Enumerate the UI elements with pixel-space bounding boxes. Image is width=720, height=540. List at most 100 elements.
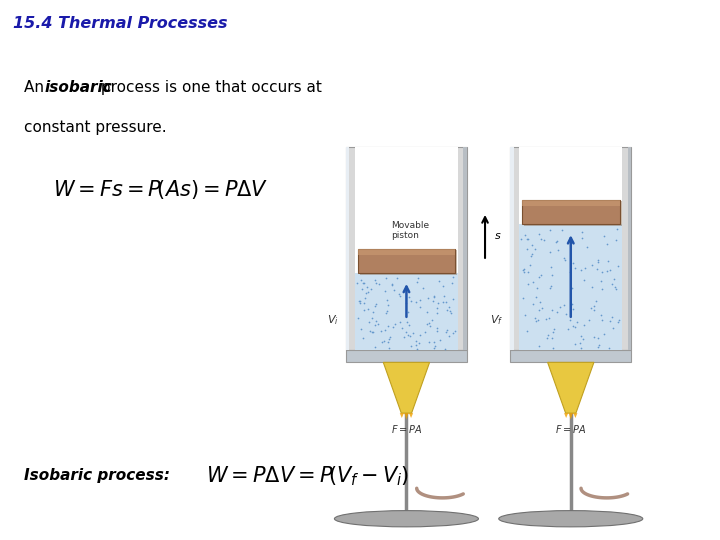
Point (540, 315, 552, 323)
Point (398, 333, 410, 342)
Point (440, 328, 451, 337)
Polygon shape (405, 413, 408, 420)
Point (353, 314, 364, 323)
Point (354, 298, 366, 307)
Point (359, 294, 371, 303)
Point (449, 327, 461, 336)
Point (535, 235, 546, 244)
Point (380, 308, 392, 317)
Polygon shape (346, 350, 467, 362)
Point (543, 313, 554, 322)
Point (437, 281, 449, 290)
Point (411, 278, 423, 287)
Ellipse shape (402, 371, 410, 374)
Point (598, 232, 609, 240)
Polygon shape (355, 273, 458, 350)
Point (605, 317, 616, 326)
Point (426, 316, 438, 325)
Point (576, 234, 588, 242)
Point (405, 296, 416, 305)
Point (570, 340, 581, 348)
Point (371, 300, 382, 309)
Point (400, 327, 412, 336)
Point (518, 265, 529, 274)
Point (569, 323, 580, 332)
Point (567, 305, 579, 314)
Point (593, 333, 604, 342)
Point (387, 280, 398, 289)
Point (575, 344, 587, 353)
Point (526, 249, 538, 258)
Point (417, 284, 428, 292)
Text: $V_i$: $V_i$ (327, 313, 338, 327)
Point (546, 281, 557, 290)
Point (446, 309, 457, 318)
Point (445, 307, 456, 316)
Point (590, 297, 602, 306)
Point (598, 330, 610, 339)
Point (521, 245, 532, 253)
Point (532, 315, 544, 324)
Point (531, 317, 542, 326)
Point (431, 324, 443, 333)
Point (592, 258, 603, 266)
Point (421, 320, 433, 328)
Point (586, 282, 598, 291)
Point (596, 285, 608, 293)
Point (604, 266, 616, 274)
Point (602, 240, 613, 248)
Point (395, 291, 406, 300)
Point (411, 345, 423, 353)
Point (383, 344, 395, 353)
Polygon shape (564, 413, 568, 418)
Point (592, 256, 603, 265)
Polygon shape (510, 147, 631, 350)
Text: 15.4 Thermal Processes: 15.4 Thermal Processes (14, 16, 228, 31)
Point (388, 286, 400, 294)
Point (606, 279, 618, 288)
Point (361, 289, 372, 298)
Point (521, 235, 533, 244)
Point (369, 275, 380, 284)
Point (609, 282, 621, 291)
Point (613, 315, 625, 324)
Point (535, 271, 546, 279)
Point (534, 305, 545, 314)
Point (518, 267, 530, 276)
Point (567, 284, 578, 292)
Point (444, 302, 455, 311)
Point (410, 298, 422, 306)
Point (591, 265, 603, 274)
Polygon shape (522, 200, 620, 224)
Point (424, 321, 436, 330)
Point (421, 307, 433, 316)
Point (564, 316, 576, 325)
Point (602, 256, 613, 265)
Point (529, 314, 541, 323)
Point (440, 298, 451, 306)
Point (432, 298, 444, 307)
Point (527, 300, 539, 308)
Point (363, 305, 374, 313)
Point (402, 331, 414, 340)
Point (567, 259, 579, 267)
Polygon shape (519, 224, 622, 350)
Point (431, 327, 443, 336)
Point (606, 312, 617, 321)
Point (427, 297, 438, 306)
Ellipse shape (567, 371, 575, 374)
Point (405, 342, 417, 350)
Point (379, 273, 391, 282)
Point (604, 344, 616, 353)
Point (534, 230, 545, 238)
Point (383, 335, 395, 343)
Polygon shape (360, 250, 457, 275)
Text: An: An (24, 80, 49, 95)
Text: Movable
piston: Movable piston (391, 221, 429, 240)
Point (516, 235, 527, 244)
Point (379, 286, 391, 295)
Point (423, 338, 435, 346)
Point (448, 295, 459, 303)
Point (393, 290, 405, 299)
Point (428, 292, 439, 300)
